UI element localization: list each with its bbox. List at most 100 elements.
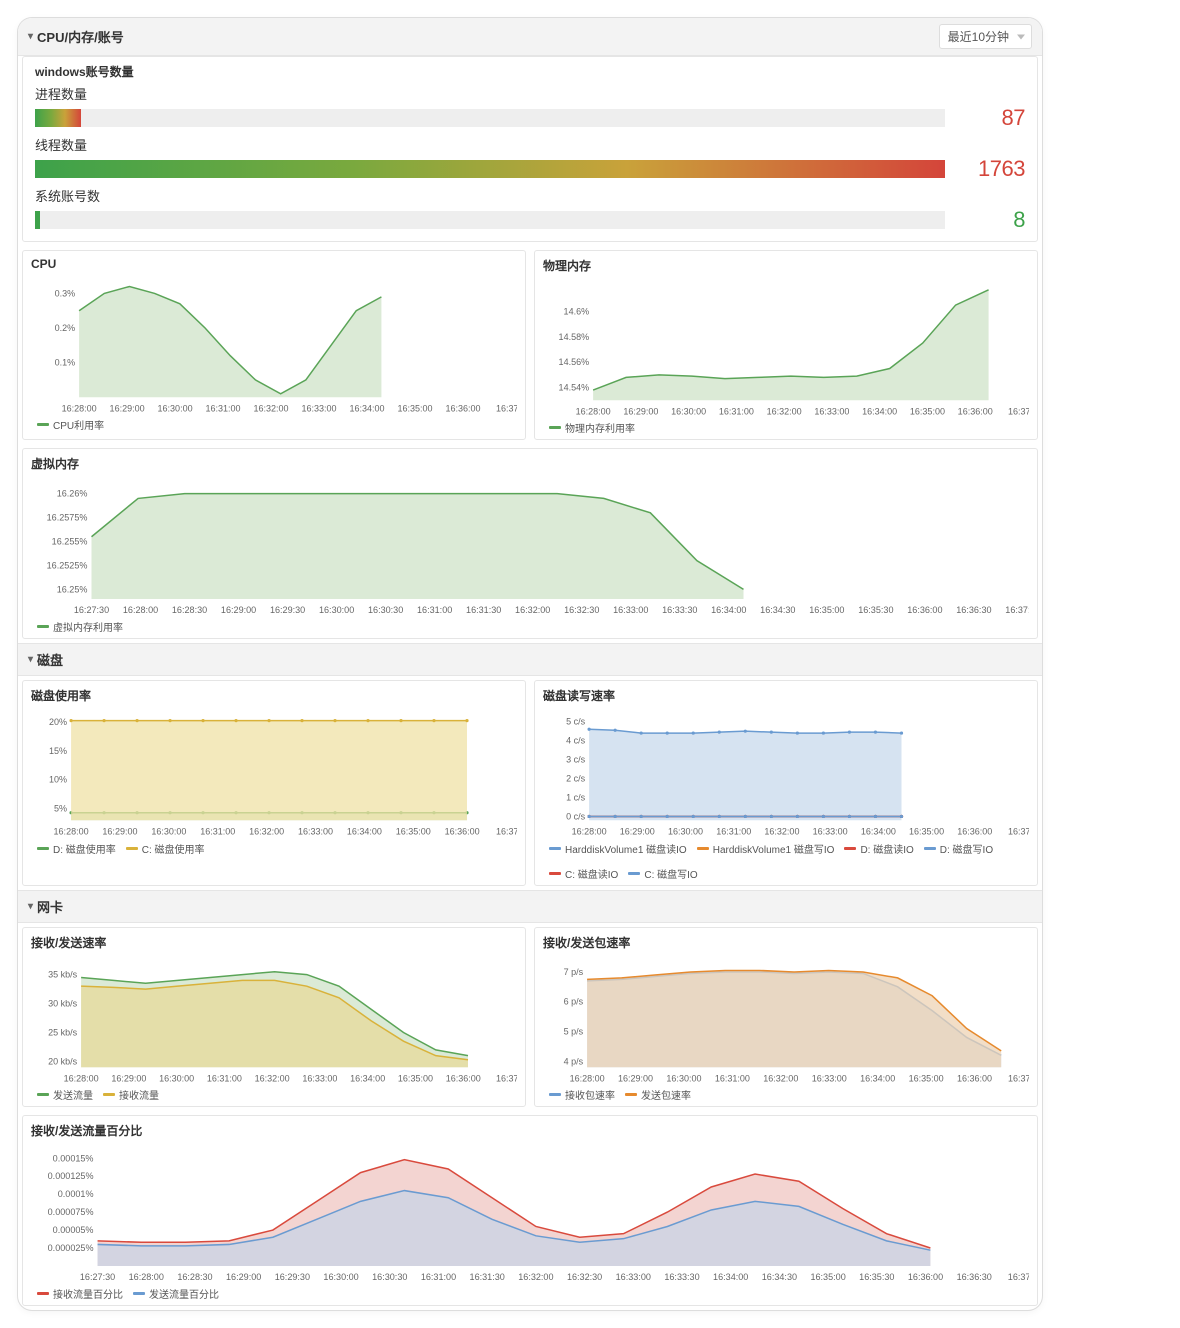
svg-text:0.0001%: 0.0001% (58, 1189, 94, 1199)
svg-text:14.56%: 14.56% (559, 357, 590, 367)
gauge-track (35, 109, 945, 127)
legend-item[interactable]: CPU利用率 (37, 417, 104, 432)
panel-disk-usage: 磁盘使用率 5%10%15%20%16:28:0016:29:0016:30:0… (22, 680, 526, 885)
svg-text:20 kb/s: 20 kb/s (48, 1056, 78, 1066)
panel-disk-rw: 磁盘读写速率 0 c/s1 c/s2 c/s3 c/s4 c/s5 c/s16:… (534, 680, 1038, 885)
panel-rx-tx-pkt: 接收/发送包速率 4 p/s5 p/s6 p/s7 p/s16:28:0016:… (534, 927, 1038, 1107)
svg-text:16:32:00: 16:32:00 (255, 1073, 290, 1083)
svg-text:16:32:00: 16:32:00 (515, 605, 550, 615)
chevron-down-icon: ▾ (28, 654, 33, 665)
legend-item[interactable]: 物理内存利用率 (549, 420, 635, 435)
svg-text:16:33:00: 16:33:00 (814, 406, 849, 416)
svg-text:16:28:00: 16:28:00 (570, 1073, 605, 1083)
legend-item[interactable]: 接收包速率 (549, 1087, 615, 1102)
chart-legend: HarddiskVolume1 磁盘读IO HarddiskVolume1 磁盘写… (543, 839, 1029, 881)
legend-item[interactable]: 虚拟内存利用率 (37, 619, 123, 634)
svg-text:16:30:00: 16:30:00 (671, 406, 706, 416)
svg-text:16:29:00: 16:29:00 (221, 605, 256, 615)
legend-item[interactable]: C: 磁盘写IO (628, 866, 697, 881)
legend-item[interactable]: C: 磁盘使用率 (126, 841, 205, 856)
legend-item[interactable]: C: 磁盘读IO (549, 866, 618, 881)
panel-title: 接收/发送包速率 (543, 934, 1029, 951)
panel-title: CPU (31, 257, 517, 271)
section-header-nic: ▾ 网卡 (18, 890, 1042, 923)
svg-text:16:36:00: 16:36:00 (958, 406, 993, 416)
legend-item[interactable]: HarddiskVolume1 磁盘读IO (549, 841, 687, 856)
section-header-cpu-mem: ▾ CPU/内存/账号 最近10分钟 (18, 18, 1042, 56)
legend-item[interactable]: 发送包速率 (625, 1087, 691, 1102)
panel-title: 磁盘使用率 (31, 687, 517, 704)
panel-title: 物理内存 (543, 257, 1029, 274)
svg-text:16:31:00: 16:31:00 (421, 1272, 456, 1282)
panel-virt-mem: 虚拟内存 16.25%16.2525%16.255%16.2575%16.26%… (22, 448, 1038, 639)
section-title[interactable]: ▾ CPU/内存/账号 (28, 27, 124, 46)
legend-item[interactable]: D: 磁盘使用率 (37, 841, 116, 856)
svg-text:16:34:00: 16:34:00 (350, 1073, 385, 1083)
svg-text:16:33:30: 16:33:30 (662, 605, 697, 615)
legend-item[interactable]: 发送流量 (37, 1087, 93, 1102)
gauge-value: 1763 (955, 156, 1025, 182)
svg-text:16:32:00: 16:32:00 (764, 827, 799, 837)
section-title-text: 磁盘 (37, 650, 63, 669)
legend-item[interactable]: 接收流量百分比 (37, 1286, 123, 1301)
svg-text:16:29:30: 16:29:30 (275, 1272, 310, 1282)
svg-text:16:30:00: 16:30:00 (158, 403, 193, 413)
legend-item[interactable]: D: 磁盘读IO (844, 841, 913, 856)
svg-text:16:36:00: 16:36:00 (446, 1073, 481, 1083)
svg-text:16:29:00: 16:29:00 (102, 827, 137, 837)
svg-text:4 p/s: 4 p/s (564, 1056, 584, 1066)
svg-text:16:32:00: 16:32:00 (249, 827, 284, 837)
svg-text:16:33:00: 16:33:00 (613, 605, 648, 615)
gauge-track (35, 211, 945, 229)
section-title[interactable]: ▾ 磁盘 (28, 650, 63, 669)
svg-text:16:31:00: 16:31:00 (715, 1073, 750, 1083)
svg-text:16:33:00: 16:33:00 (813, 827, 848, 837)
svg-text:16:33:00: 16:33:00 (302, 1073, 337, 1083)
svg-text:16:29:00: 16:29:00 (226, 1272, 261, 1282)
svg-text:16:36:00: 16:36:00 (907, 605, 942, 615)
svg-text:16:37:0: 16:37:0 (496, 403, 517, 413)
svg-text:16:28:00: 16:28:00 (54, 827, 89, 837)
svg-text:16.2525%: 16.2525% (47, 561, 88, 571)
legend-item[interactable]: D: 磁盘写IO (924, 841, 993, 856)
svg-text:30 kb/s: 30 kb/s (48, 998, 78, 1008)
svg-text:6 p/s: 6 p/s (564, 996, 584, 1006)
svg-text:16:29:00: 16:29:00 (618, 1073, 653, 1083)
panel-title: 虚拟内存 (31, 455, 1029, 472)
svg-text:0.000025%: 0.000025% (48, 1243, 94, 1253)
svg-text:25 kb/s: 25 kb/s (48, 1027, 78, 1037)
svg-text:16:34:00: 16:34:00 (349, 403, 384, 413)
svg-text:16:33:30: 16:33:30 (664, 1272, 699, 1282)
time-range-select[interactable]: 最近10分钟 (939, 24, 1032, 49)
svg-text:16:28:00: 16:28:00 (572, 827, 607, 837)
section-title-text: 网卡 (37, 897, 63, 916)
legend-item[interactable]: 发送流量百分比 (133, 1286, 219, 1301)
svg-text:16:32:00: 16:32:00 (767, 406, 802, 416)
panel-phys-mem: 物理内存 14.54%14.56%14.58%14.6%16:28:0016:2… (534, 250, 1038, 440)
svg-text:16:37:0: 16:37:0 (496, 827, 517, 837)
svg-text:16:37:0: 16:37:0 (496, 1073, 517, 1083)
legend-item[interactable]: HarddiskVolume1 磁盘写IO (697, 841, 835, 856)
svg-text:35 kb/s: 35 kb/s (48, 969, 78, 979)
svg-text:16:32:00: 16:32:00 (518, 1272, 553, 1282)
svg-text:16:32:30: 16:32:30 (567, 1272, 602, 1282)
svg-text:10%: 10% (49, 775, 67, 785)
chart-legend: 接收包速率发送包速率 (543, 1085, 1029, 1102)
gauge-value: 87 (955, 105, 1025, 131)
svg-text:5 c/s: 5 c/s (566, 717, 586, 727)
svg-text:16:29:30: 16:29:30 (270, 605, 305, 615)
svg-text:16:28:00: 16:28:00 (62, 403, 97, 413)
svg-text:16:30:30: 16:30:30 (372, 1272, 407, 1282)
svg-text:16:31:30: 16:31:30 (470, 1272, 505, 1282)
svg-text:16.25%: 16.25% (57, 585, 88, 595)
svg-text:16:30:30: 16:30:30 (368, 605, 403, 615)
section-title[interactable]: ▾ 网卡 (28, 897, 63, 916)
gauge-label: 进程数量 (35, 84, 1025, 103)
svg-text:16:36:00: 16:36:00 (908, 1272, 943, 1282)
svg-text:5%: 5% (54, 804, 67, 814)
svg-text:16:30:00: 16:30:00 (668, 827, 703, 837)
chart-legend: 物理内存利用率 (543, 418, 1029, 435)
time-range-value: 最近10分钟 (948, 30, 1009, 44)
legend-item[interactable]: 接收流量 (103, 1087, 159, 1102)
svg-text:16:31:30: 16:31:30 (466, 605, 501, 615)
